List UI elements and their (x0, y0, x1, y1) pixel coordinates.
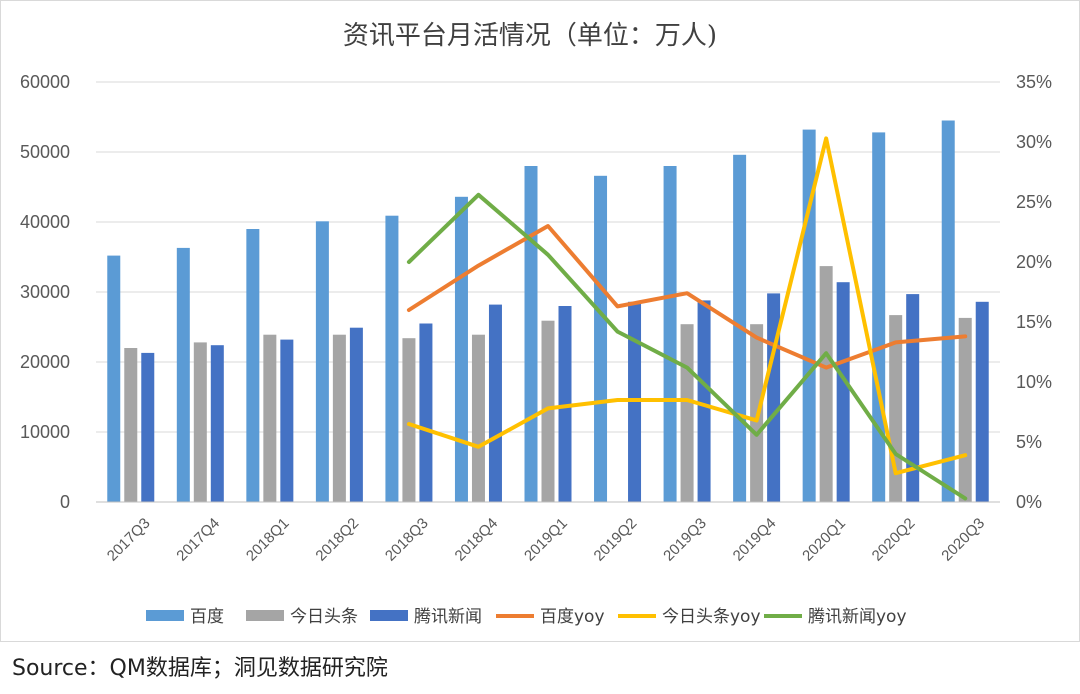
y-left-tick-label: 0 (60, 492, 70, 512)
x-tick-label: 2019Q3 (660, 515, 710, 565)
y-right-tick-label: 20% (1016, 252, 1052, 272)
bar-tencent (906, 294, 920, 502)
x-tick-label: 2017Q3 (104, 515, 154, 565)
bar-baidu (524, 166, 538, 502)
legend-label: 今日头条 (290, 607, 358, 627)
bar-toutiao (471, 334, 485, 502)
y-right-tick-label: 10% (1016, 372, 1052, 392)
legend-label: 百度 (190, 607, 224, 627)
bar-toutiao (819, 266, 833, 502)
bar-baidu (872, 132, 886, 502)
bar-toutiao (193, 342, 207, 502)
y-left-tick-label: 20000 (20, 352, 70, 372)
bar-tencent (419, 323, 433, 502)
bar-tencent (697, 300, 711, 502)
legend-label: 百度yoy (540, 607, 605, 627)
bar-tencent (210, 345, 224, 502)
bar-baidu (107, 255, 121, 502)
bar-toutiao (541, 320, 555, 502)
x-tick-label: 2018Q1 (243, 515, 293, 565)
y-left-tick-label: 10000 (20, 422, 70, 442)
y-right-tick-label: 15% (1016, 312, 1052, 332)
legend-label: 腾讯新闻 (414, 607, 482, 627)
bar-tencent (488, 304, 502, 502)
x-tick-label: 2020Q2 (869, 515, 919, 565)
y-right-tick-label: 5% (1016, 432, 1042, 452)
bar-baidu (315, 221, 329, 503)
line-toutiao_yoy (406, 136, 968, 476)
bar-toutiao (958, 317, 972, 502)
line-tencent_yoy (406, 192, 968, 501)
legend-label: 腾讯新闻yoy (808, 607, 907, 627)
y-left-tick-label: 40000 (20, 212, 70, 232)
bar-tencent (141, 352, 155, 502)
x-tick-label: 2019Q1 (521, 515, 571, 565)
y-left-tick-label: 30000 (20, 282, 70, 302)
legend-swatch (146, 610, 184, 621)
x-tick-label: 2020Q3 (938, 515, 988, 565)
chart-title: 资讯平台月活情况（单位：万人) (343, 21, 717, 51)
bar-toutiao (680, 324, 694, 502)
bar-toutiao (402, 338, 416, 502)
y-right-tick-label: 25% (1016, 192, 1052, 212)
x-tick-label: 2020Q1 (799, 515, 849, 565)
x-tick-label: 2018Q4 (452, 515, 502, 565)
x-tick-label: 2019Q2 (591, 515, 641, 565)
bar-baidu (663, 166, 677, 502)
y-right-tick-label: 0% (1016, 492, 1042, 512)
bar-baidu (454, 196, 468, 503)
line-baidu_yoy (406, 224, 968, 370)
x-tick-label: 2018Q3 (382, 515, 432, 565)
y-left-tick-label: 60000 (20, 72, 70, 92)
bar-baidu (385, 215, 399, 502)
x-tick-label: 2019Q4 (730, 515, 780, 565)
bar-toutiao (332, 334, 346, 502)
legend-swatch (370, 610, 408, 621)
bar-toutiao (263, 334, 277, 502)
y-left-tick-label: 50000 (20, 142, 70, 162)
legend-label: 今日头条yoy (662, 607, 761, 627)
bar-tencent (558, 306, 572, 502)
chart: 资讯平台月活情况（单位：万人) 0 10000 20000 30000 40000 500… (20, 21, 1052, 627)
y-right-tick-label: 35% (1016, 72, 1052, 92)
source-note: Source：QM数据库；洞见数据研究院 (12, 656, 388, 681)
bar-baidu (941, 120, 955, 502)
bar-baidu (246, 229, 260, 502)
bar-baidu (594, 175, 608, 503)
bar-toutiao (124, 348, 138, 502)
x-tick-label: 2018Q2 (312, 515, 362, 565)
bar-tencent (349, 327, 363, 502)
legend-swatch (246, 610, 284, 621)
y-right-tick-label: 30% (1016, 132, 1052, 152)
bar-baidu (176, 247, 190, 502)
bar-tencent (280, 339, 294, 502)
x-tick-label: 2017Q4 (173, 515, 223, 565)
bar-tencent (836, 282, 850, 502)
bar-tencent (975, 301, 989, 502)
